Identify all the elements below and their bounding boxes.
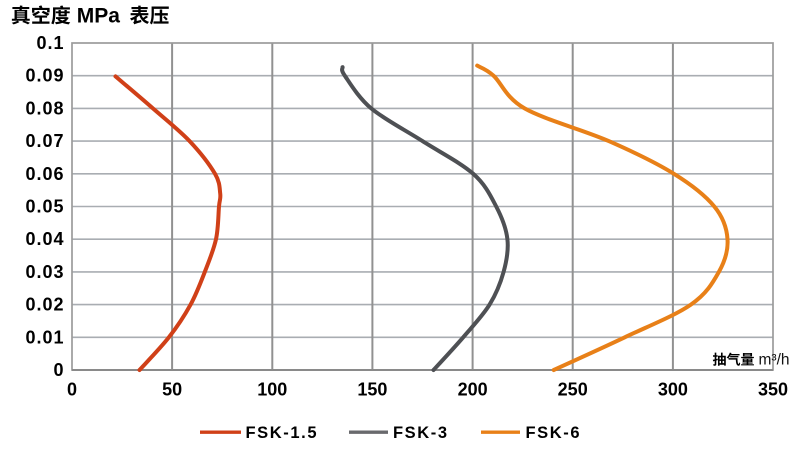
svg-text:0.01: 0.01 [25, 327, 64, 347]
svg-text:100: 100 [257, 380, 287, 400]
svg-text:m³/h: m³/h [759, 352, 790, 369]
svg-text:0.09: 0.09 [25, 66, 64, 86]
svg-text:0.1: 0.1 [36, 33, 64, 53]
svg-text:0: 0 [67, 380, 77, 400]
svg-text:0: 0 [53, 360, 64, 380]
svg-text:FSK-1.5: FSK-1.5 [246, 424, 319, 442]
svg-text:250: 250 [558, 380, 588, 400]
svg-text:300: 300 [658, 380, 688, 400]
svg-text:50: 50 [162, 380, 182, 400]
svg-text:150: 150 [357, 380, 387, 400]
svg-text:200: 200 [458, 380, 488, 400]
svg-text:0.06: 0.06 [25, 164, 64, 184]
svg-text:MPa: MPa [77, 5, 121, 28]
svg-text:0.05: 0.05 [25, 197, 64, 217]
svg-text:FSK-3: FSK-3 [393, 424, 449, 442]
svg-text:0.04: 0.04 [25, 229, 64, 249]
svg-text:0.03: 0.03 [25, 262, 64, 282]
svg-text:350: 350 [758, 380, 788, 400]
svg-text:0.02: 0.02 [25, 295, 64, 315]
svg-text:0.07: 0.07 [25, 131, 64, 151]
svg-text:FSK-6: FSK-6 [526, 424, 582, 442]
svg-text:0.08: 0.08 [25, 98, 64, 118]
